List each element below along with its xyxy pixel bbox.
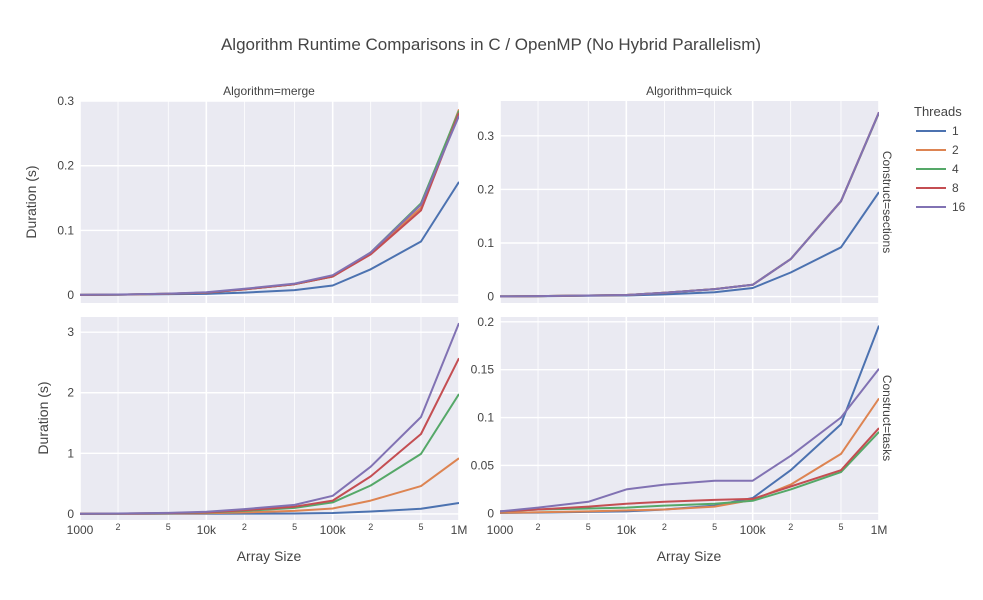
y-tick-label: 0 — [487, 290, 494, 304]
panel-quick-sections: 0 0.1 0.2 0.3 Algorithm=quick Construct=secti… — [477, 84, 894, 304]
legend-item-4[interactable]: 4 — [916, 162, 959, 176]
legend-title: Threads — [914, 104, 962, 119]
y-tick-label: 2 — [67, 386, 74, 400]
y-axis-label-top: Duration (s) — [23, 165, 39, 238]
x-tick-label: 2 — [536, 522, 541, 532]
x-tick-label: 100k — [740, 523, 767, 537]
facet-column-label: Algorithm=merge — [223, 84, 315, 98]
y-tick-label: 1 — [67, 446, 74, 460]
legend-item-1[interactable]: 1 — [916, 124, 959, 138]
x-tick-label: 5 — [838, 522, 843, 532]
panel-merge-sections: 0 0.1 0.2 0.3 Algorithm=merge — [57, 84, 460, 303]
series-line-2-threads[interactable] — [500, 397, 879, 514]
series-group — [500, 325, 879, 514]
x-tick-label: 2 — [788, 522, 793, 532]
series-line-8-threads[interactable] — [500, 427, 879, 513]
y-tick-label: 0.1 — [57, 223, 74, 237]
x-tick-label: 1M — [451, 523, 468, 537]
x-tick-label: 1000 — [487, 523, 514, 537]
legend-label: 16 — [952, 200, 966, 214]
plot-area — [80, 101, 459, 303]
legend-item-8[interactable]: 8 — [916, 181, 959, 195]
x-tick-label: 2 — [368, 522, 373, 532]
legend-label: 8 — [952, 181, 959, 195]
x-tick-label: 2 — [242, 522, 247, 532]
plot-area — [500, 317, 879, 520]
x-axis-label-right: Array Size — [657, 548, 722, 564]
y-tick-label: 0.2 — [477, 182, 494, 196]
x-tick-label: 1000 — [67, 523, 94, 537]
x-tick-label: 5 — [166, 522, 171, 532]
x-tick-label: 100k — [320, 523, 347, 537]
plot-area — [500, 101, 879, 303]
series-group — [80, 322, 459, 515]
series-group — [80, 109, 459, 296]
y-tick-label: 0 — [487, 506, 494, 520]
y-tick-label: 3 — [67, 325, 74, 339]
x-axis-label-left: Array Size — [237, 548, 302, 564]
series-group — [500, 111, 879, 298]
series-line-16-threads[interactable] — [500, 368, 879, 513]
x-tick-label: 5 — [712, 522, 717, 532]
legend[interactable]: Threads 1 2 4 8 16 — [914, 104, 966, 214]
y-tick-label: 0 — [67, 507, 74, 521]
legend-item-16[interactable]: 16 — [916, 200, 966, 214]
x-tick-label: 2 — [116, 522, 121, 532]
y-axis-label-bottom: Duration (s) — [35, 381, 51, 454]
series-line-16-threads[interactable] — [80, 115, 459, 296]
x-tick-label: 10k — [617, 523, 637, 537]
plot-area — [80, 317, 459, 520]
panels: 0 0.1 0.2 0.3 Algorithm=merge 0 0.1 0.2 0.3 Algor… — [57, 84, 894, 537]
y-tick-label: 0.2 — [477, 315, 494, 329]
legend-label: 2 — [952, 143, 959, 157]
y-tick-label: 0.2 — [57, 159, 74, 173]
legend-label: 1 — [952, 124, 959, 138]
facet-column-label: Algorithm=quick — [646, 84, 733, 98]
series-line-16-threads[interactable] — [500, 111, 879, 298]
x-tick-label: 1M — [871, 523, 888, 537]
y-tick-label: 0.3 — [57, 94, 74, 108]
facet-row-label: Construct=tasks — [880, 375, 894, 461]
legend-item-2[interactable]: 2 — [916, 143, 959, 157]
facet-row-label: Construct=sections — [880, 151, 894, 253]
y-tick-label: 0.3 — [477, 129, 494, 143]
chart-title: Algorithm Runtime Comparisons in C / Ope… — [221, 35, 761, 54]
panel-merge-tasks: 0 1 2 3 1000 2 5 10k 2 5 100k 2 5 1M — [67, 317, 468, 537]
x-tick-label: 5 — [418, 522, 423, 532]
legend-label: 4 — [952, 162, 959, 176]
series-line-16-threads[interactable] — [80, 322, 459, 515]
y-tick-label: 0.15 — [471, 363, 495, 377]
x-tick-label: 2 — [662, 522, 667, 532]
x-tick-label: 5 — [292, 522, 297, 532]
y-tick-label: 0.05 — [471, 458, 495, 472]
panel-quick-tasks: 0 0.05 0.1 0.15 0.2 1000 2 5 10k 2 5 100k 2 5 1M Constr… — [471, 315, 894, 537]
x-tick-label: 10k — [197, 523, 217, 537]
y-tick-label: 0.1 — [477, 411, 494, 425]
x-tick-label: 5 — [586, 522, 591, 532]
y-tick-label: 0 — [67, 288, 74, 302]
y-tick-label: 0.1 — [477, 236, 494, 250]
